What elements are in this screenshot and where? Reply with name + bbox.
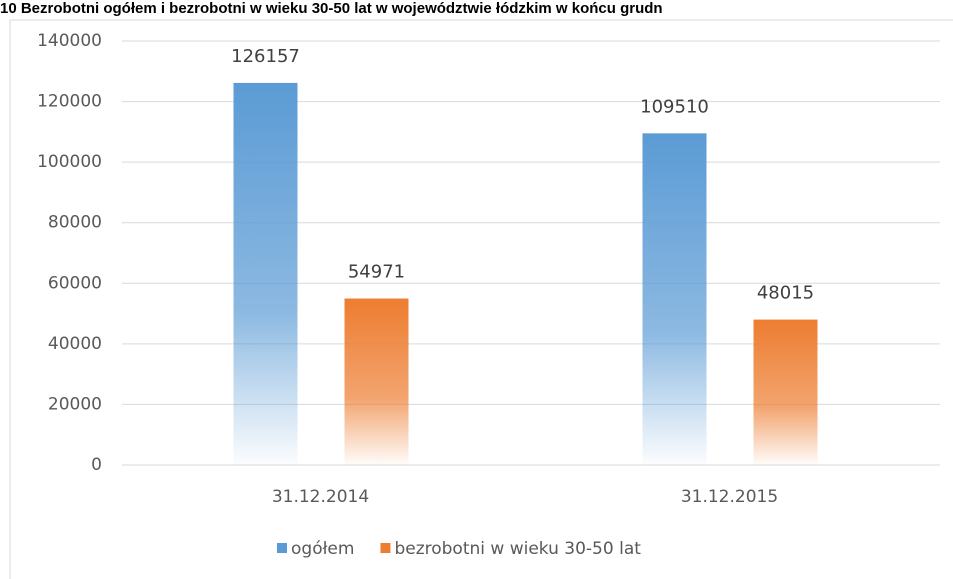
- y-tick-label: 60000: [48, 273, 102, 293]
- chart-frame: [9, 19, 953, 579]
- y-tick-label: 80000: [48, 213, 102, 233]
- y-tick-label: 140000: [37, 31, 102, 51]
- data-label: 109510: [640, 96, 709, 117]
- data-label: 126157: [231, 46, 300, 67]
- bar: [233, 82, 298, 466]
- x-tick-label: 31.12.2015: [681, 487, 778, 507]
- data-label: 48015: [757, 283, 814, 304]
- y-tick-label: 100000: [37, 152, 102, 172]
- data-label: 54971: [348, 262, 405, 283]
- y-tick-label: 40000: [48, 334, 102, 354]
- y-tick-label: 0: [91, 455, 102, 475]
- chart-title: 10 Bezrobotni ogółem i bezrobotni w wiek…: [0, 0, 663, 17]
- x-tick-label: 31.12.2014: [272, 487, 369, 507]
- bar: [753, 319, 818, 465]
- bar: [344, 298, 409, 465]
- bar: [642, 133, 707, 466]
- y-tick-label: 20000: [48, 394, 102, 414]
- legend-swatch: [380, 543, 391, 553]
- legend-swatch: [277, 543, 287, 553]
- y-tick-label: 120000: [37, 92, 102, 112]
- legend-label: bezrobotni w wieku 30-50 lat: [394, 539, 641, 559]
- legend-label: ogółem: [291, 539, 354, 559]
